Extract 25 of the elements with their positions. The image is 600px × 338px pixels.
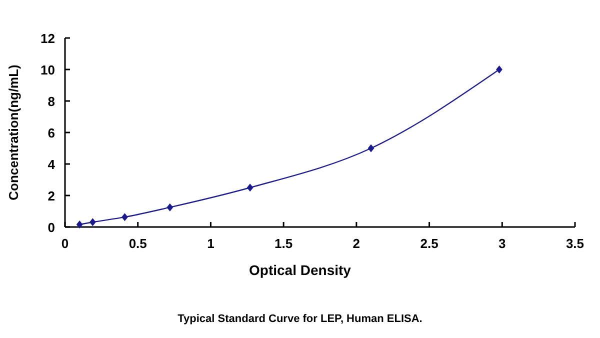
x-tick-label: 0.5: [128, 236, 147, 251]
y-tick-label: 0: [48, 220, 55, 235]
y-tick-label: 6: [48, 126, 55, 140]
point: [89, 218, 96, 226]
x-tick-label: 3: [498, 236, 506, 251]
y-tick-label: 12: [40, 31, 55, 46]
point: [496, 66, 502, 74]
y-tick-label: 10: [40, 62, 55, 78]
y-tick-label: 2: [48, 188, 55, 204]
x-tick-label: 2: [352, 236, 360, 251]
x-axis-title: Optical Density: [249, 262, 352, 278]
y-tick-label: 8: [48, 94, 55, 109]
x-tick-label: 0: [61, 236, 69, 251]
x-tick-label: 2.5: [420, 236, 438, 251]
x-tick-label: 1.5: [274, 236, 293, 251]
x-tick-label: 1: [207, 236, 214, 251]
point: [246, 184, 254, 192]
point: [76, 220, 83, 228]
x-tick-label: 3.5: [566, 236, 584, 251]
point: [368, 144, 374, 152]
point: [122, 213, 128, 222]
text: Typical Standard Curve for LEP, Human ELISA.: [178, 313, 422, 325]
y-axis-title: Concentration(ng/mL): [6, 64, 21, 200]
point: [166, 203, 174, 212]
y-tick-label: 4: [48, 157, 56, 172]
